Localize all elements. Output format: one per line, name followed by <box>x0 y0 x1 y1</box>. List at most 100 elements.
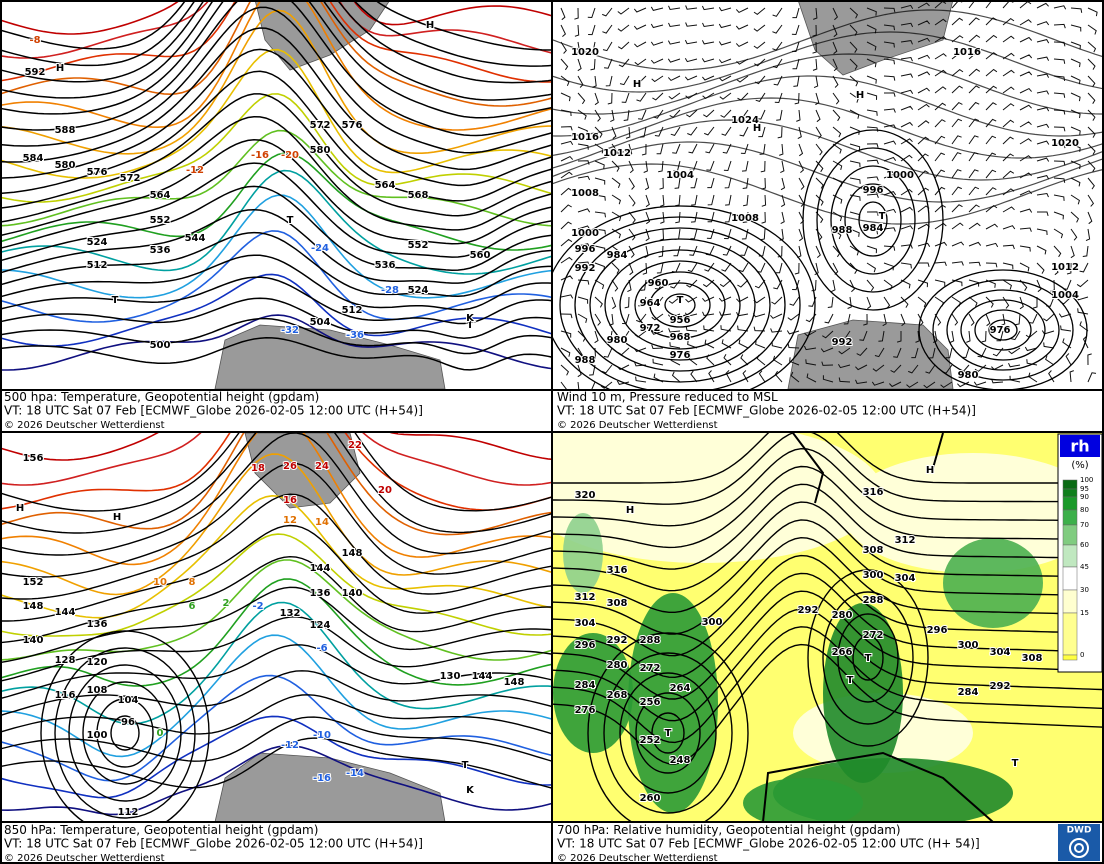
caption: Wind 10 m, Pressure reduced to MSL <box>557 390 778 404</box>
isobar <box>574 227 786 383</box>
caption: VT: 18 UTC Sat 07 Feb [ECMWF_Globe 2026-… <box>4 404 423 418</box>
temperature-contour <box>0 169 551 275</box>
height-contour <box>0 48 551 187</box>
contour-label: -8 <box>29 35 40 46</box>
isobar <box>553 53 1104 115</box>
temperature-contour <box>0 0 551 83</box>
contour-label: 536 <box>150 245 171 256</box>
height-contour <box>0 0 551 119</box>
temperature-contour <box>0 433 551 511</box>
legend-swatch <box>1062 589 1078 614</box>
contour-label: 988 <box>575 355 596 366</box>
height-contour <box>0 616 551 682</box>
contour-label: -24 <box>311 243 329 254</box>
isobar <box>559 216 801 389</box>
contour-label: H <box>926 465 934 476</box>
contour-label: 576 <box>342 120 363 131</box>
isobar <box>844 183 902 257</box>
contour-label: T <box>847 675 854 686</box>
contour-label: 304 <box>575 618 596 629</box>
contour-label: 268 <box>607 690 628 701</box>
isobar <box>946 289 1060 371</box>
contour-label: 256 <box>640 697 661 708</box>
height-contour <box>0 70 551 202</box>
contour-label: 266 <box>832 647 853 658</box>
contour-label: 316 <box>863 487 884 498</box>
contour-label: 16 <box>283 495 297 506</box>
contour-label: 308 <box>863 545 884 556</box>
height-contour <box>553 483 1104 570</box>
temperature-contour <box>0 230 551 323</box>
contour-label: 300 <box>958 640 979 651</box>
contour-label: 292 <box>798 605 819 616</box>
contour-label: 304 <box>990 647 1011 658</box>
contour-label: 576 <box>87 167 108 178</box>
rh-area <box>563 513 603 593</box>
contour-label: -6 <box>316 643 327 654</box>
contour-label: 18 <box>251 463 265 474</box>
contour-label: 504 <box>310 317 331 328</box>
contour-label: 24 <box>315 461 329 472</box>
temperature-contour <box>0 453 551 596</box>
contour-label: 1016 <box>953 47 981 58</box>
temperature-contour <box>0 314 551 371</box>
contour-label: 572 <box>120 173 141 184</box>
isobar <box>974 309 1032 351</box>
isobar <box>553 141 1104 203</box>
height-contour <box>0 555 551 644</box>
contour-label: 144 <box>472 671 493 682</box>
contour-label: 280 <box>832 610 853 621</box>
legend-swatch <box>1062 479 1078 490</box>
contour-label: 248 <box>670 755 691 766</box>
height-contour <box>0 670 551 717</box>
height-contour <box>0 462 551 578</box>
land <box>214 324 446 389</box>
contour-label: 148 <box>342 548 363 559</box>
rh-area <box>943 538 1043 628</box>
contour-label: 972 <box>640 323 661 334</box>
caption: 700 hPa: Relative humidity, Geopotential… <box>557 823 901 837</box>
contour-label: 272 <box>640 663 661 674</box>
contour-label: 580 <box>310 145 331 156</box>
contour-label: 564 <box>375 180 396 191</box>
contour-label: T <box>467 320 474 331</box>
caption: VT: 18 UTC Sat 07 Feb [ECMWF_Globe 2026-… <box>557 837 980 851</box>
legend-label: 95 <box>1080 485 1089 493</box>
legend-swatch <box>1062 509 1078 526</box>
height-contour <box>0 6 551 154</box>
temperature-contour <box>0 578 551 687</box>
height-contour <box>0 337 551 371</box>
contour-label: 968 <box>670 332 691 343</box>
contour-label: 108 <box>87 685 108 696</box>
contour-label: 136 <box>310 588 331 599</box>
contour-label: 300 <box>863 570 884 581</box>
contour-label: 580 <box>55 160 76 171</box>
contour-label: 8 <box>189 577 196 588</box>
temperature-contour <box>0 433 551 486</box>
legend-unit: (%) <box>1071 460 1088 471</box>
contour-label: 148 <box>504 677 525 688</box>
isobar <box>619 260 741 350</box>
height-contour <box>0 433 551 534</box>
caption: © 2026 Deutscher Wetterdienst <box>557 853 718 864</box>
temperature-contour <box>0 715 551 799</box>
contour-label: K <box>466 785 475 796</box>
height-contour <box>0 27 551 171</box>
contour-label: 264 <box>670 683 691 694</box>
temperature-contour <box>0 674 551 782</box>
height-contour <box>0 0 551 101</box>
contour-label: 312 <box>895 535 916 546</box>
contour-label: H <box>56 63 64 74</box>
contour-label: 568 <box>408 190 429 201</box>
contour-label: 124 <box>310 620 331 631</box>
legend-label: 100 <box>1080 476 1093 484</box>
isobar <box>553 205 816 389</box>
contour-label: 100 <box>87 730 108 741</box>
height-contour <box>553 433 1104 505</box>
contour-label: 288 <box>863 595 884 606</box>
height-contour <box>0 93 551 217</box>
temperature-contour <box>0 0 551 59</box>
height-contour <box>0 644 551 700</box>
contour-label: 996 <box>575 244 596 255</box>
contour-label: 500 <box>150 340 171 351</box>
